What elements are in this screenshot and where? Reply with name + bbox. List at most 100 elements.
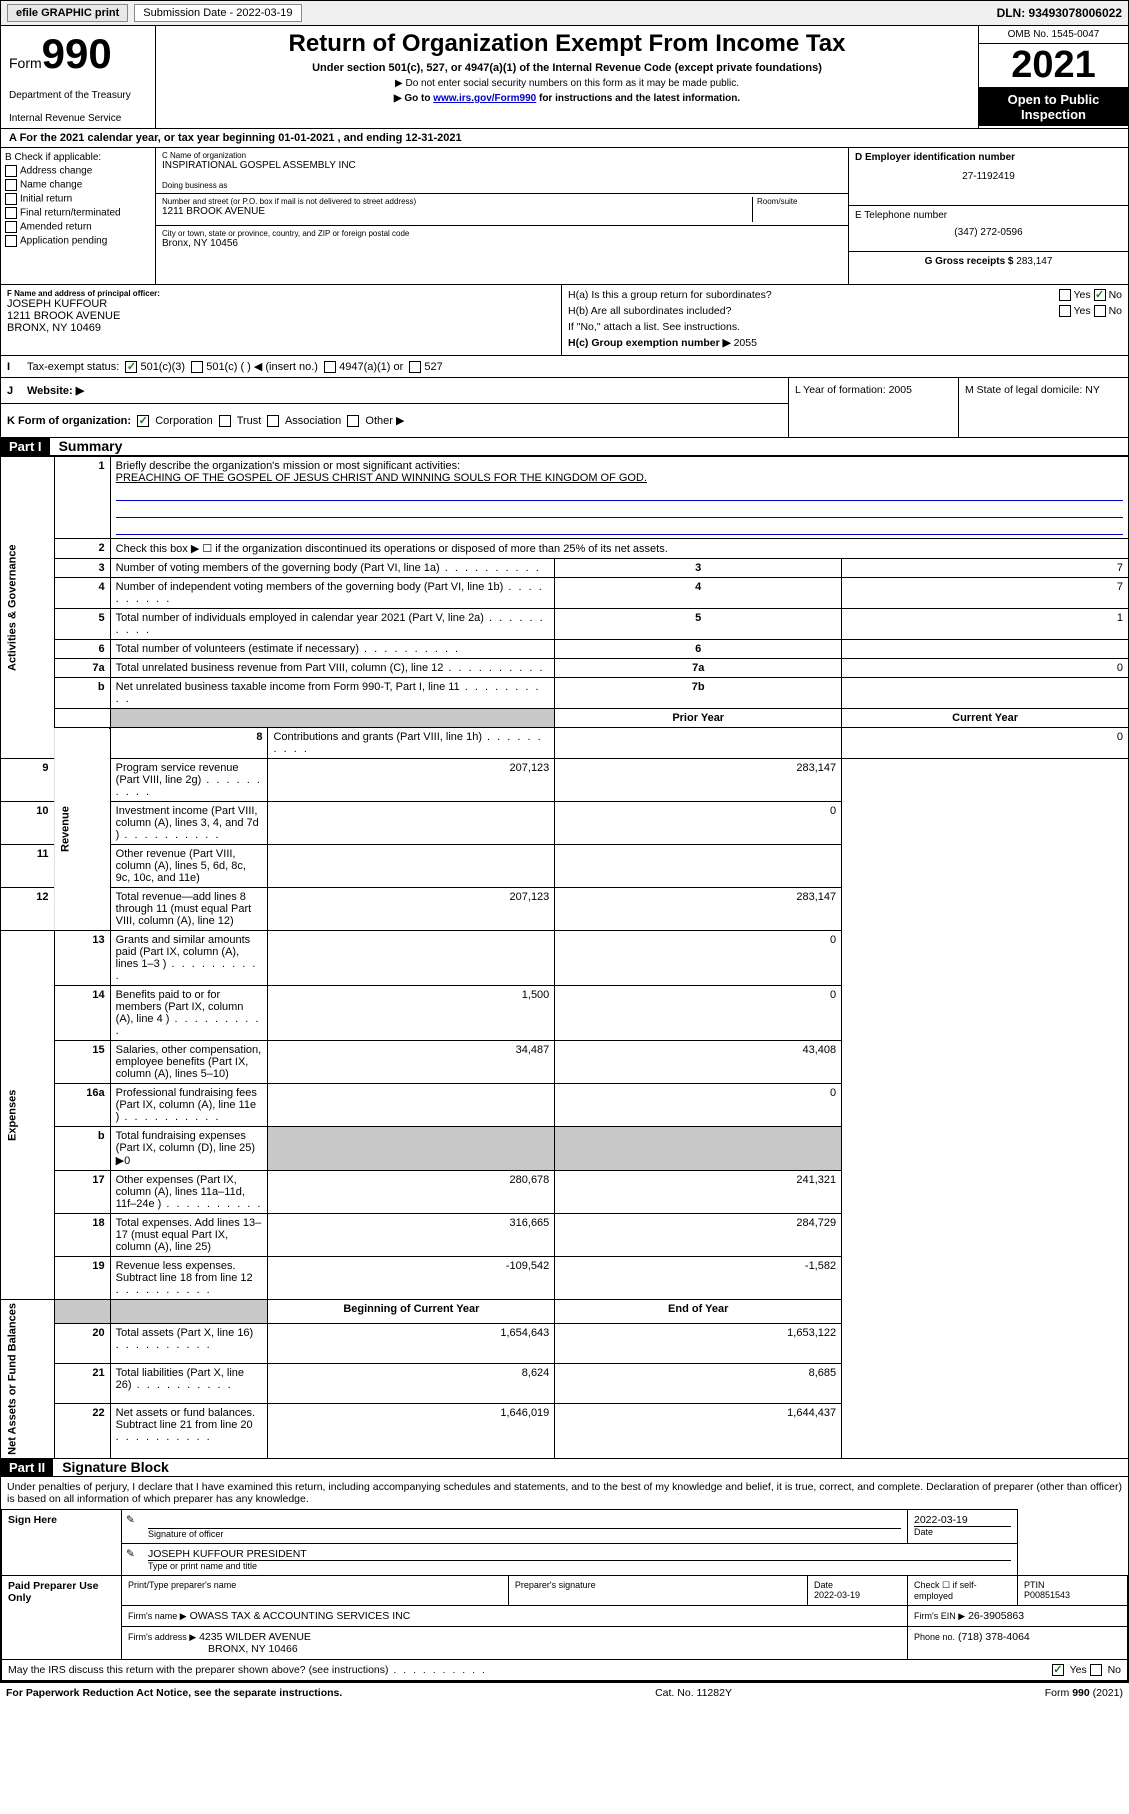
- tax-year: 2021: [979, 44, 1128, 88]
- chk-trust[interactable]: [219, 415, 231, 427]
- e-label: E Telephone number: [855, 210, 1122, 221]
- firm-name: OWASS TAX & ACCOUNTING SERVICES INC: [190, 1610, 411, 1622]
- efile-print-button[interactable]: efile GRAPHIC print: [7, 4, 128, 22]
- dba-label: Doing business as: [162, 181, 842, 190]
- b-label: B Check if applicable:: [5, 152, 151, 163]
- current-year-hdr: Current Year: [842, 709, 1129, 728]
- irs-link[interactable]: www.irs.gov/Form990: [433, 93, 536, 104]
- ha-label: H(a) Is this a group return for subordin…: [568, 289, 772, 301]
- chk-4947[interactable]: [324, 361, 336, 373]
- side-revenue: Revenue: [54, 728, 110, 931]
- l-label: L Year of formation:: [795, 384, 886, 396]
- form-title: Return of Organization Exempt From Incom…: [164, 30, 970, 58]
- officer-addr1: 1211 BROOK AVENUE: [7, 310, 555, 322]
- chk-corp[interactable]: [137, 415, 149, 427]
- pen-icon: ✎: [126, 1514, 135, 1526]
- boy-hdr: Beginning of Current Year: [268, 1300, 555, 1324]
- i-label: Tax-exempt status:: [27, 361, 119, 373]
- submission-date-field: Submission Date - 2022-03-19: [134, 4, 301, 22]
- m-label: M State of legal domicile:: [965, 384, 1082, 396]
- header-mid: Return of Organization Exempt From Incom…: [156, 26, 978, 128]
- chk-501c[interactable]: [191, 361, 203, 373]
- part2-bar: Part II Signature Block: [0, 1459, 1129, 1477]
- chk-application-pending[interactable]: Application pending: [5, 235, 151, 247]
- eoy-hdr: End of Year: [555, 1300, 842, 1324]
- officer-addr2: BRONX, NY 10469: [7, 322, 555, 334]
- ha-yes[interactable]: [1059, 289, 1071, 301]
- rows-jklm: JWebsite: ▶ K Form of organization: Corp…: [0, 378, 1129, 438]
- inspection-notice: Open to Public Inspection: [979, 88, 1128, 126]
- chk-other[interactable]: [347, 415, 359, 427]
- form-note1: ▶ Do not enter social security numbers o…: [164, 78, 970, 89]
- irs-label: Internal Revenue Service: [9, 113, 147, 124]
- chk-assoc[interactable]: [267, 415, 279, 427]
- chk-initial-return[interactable]: Initial return: [5, 193, 151, 205]
- omb-number: OMB No. 1545-0047: [979, 26, 1128, 44]
- dept-label: Department of the Treasury: [9, 90, 147, 101]
- firm-addr1: 4235 WILDER AVENUE: [199, 1631, 311, 1643]
- header-left: Form990 Department of the Treasury Inter…: [1, 26, 156, 128]
- topbar: efile GRAPHIC print Submission Date - 20…: [0, 0, 1129, 26]
- officer-name-title: JOSEPH KUFFOUR PRESIDENT: [148, 1548, 1011, 1560]
- prior-year-hdr: Prior Year: [555, 709, 842, 728]
- side-governance: Activities & Governance: [1, 457, 55, 759]
- summary-table: Activities & Governance 1 Briefly descri…: [0, 456, 1129, 1459]
- section-b: B Check if applicable: Address change Na…: [1, 148, 156, 284]
- page-footer: For Paperwork Reduction Act Notice, see …: [0, 1682, 1129, 1703]
- part1-bar: Part I Summary: [0, 438, 1129, 456]
- hb-no[interactable]: [1094, 305, 1106, 317]
- sign-here-label: Sign Here: [2, 1509, 122, 1575]
- footer-right: Form 990 (2021): [1045, 1687, 1123, 1699]
- firm-ein: 26-3905863: [968, 1610, 1024, 1622]
- block-f-h: F Name and address of principal officer:…: [0, 285, 1129, 356]
- org-address: 1211 BROOK AVENUE: [162, 206, 752, 217]
- ein-value: 27-1192419: [855, 171, 1122, 182]
- chk-name-change[interactable]: Name change: [5, 179, 151, 191]
- self-emp-check[interactable]: Check ☐ if self-employed: [908, 1575, 1018, 1605]
- c-name-label: C Name of organization: [162, 151, 842, 160]
- addr-label: Number and street (or P.O. box if mail i…: [162, 197, 752, 206]
- chk-527[interactable]: [409, 361, 421, 373]
- date-label: Date: [914, 1526, 1011, 1537]
- discuss-yes[interactable]: [1052, 1664, 1064, 1676]
- f-label: F Name and address of principal officer:: [7, 289, 555, 298]
- footer-mid: Cat. No. 11282Y: [655, 1687, 732, 1699]
- header-right: OMB No. 1545-0047 2021 Open to Public In…: [978, 26, 1128, 128]
- prep-date: 2022-03-19: [814, 1590, 860, 1600]
- hc-value: 2055: [734, 337, 757, 349]
- chk-501c3[interactable]: [125, 361, 137, 373]
- paid-preparer-label: Paid Preparer Use Only: [2, 1575, 122, 1659]
- chk-address-change[interactable]: Address change: [5, 165, 151, 177]
- prep-sig-hdr: Preparer's signature: [508, 1575, 807, 1605]
- dln-label: DLN: 93493078006022: [997, 6, 1122, 20]
- m-value: NY: [1085, 384, 1100, 396]
- discuss-no[interactable]: [1090, 1664, 1102, 1676]
- chk-amended-return[interactable]: Amended return: [5, 221, 151, 233]
- org-name: INSPIRATIONAL GOSPEL ASSEMBLY INC: [162, 160, 842, 171]
- line1-label: Briefly describe the organization's miss…: [116, 460, 460, 472]
- h-note: If "No," attach a list. See instructions…: [568, 321, 1122, 333]
- sig-officer-label: Signature of officer: [148, 1528, 901, 1539]
- room-label: Room/suite: [757, 197, 842, 206]
- section-h: H(a) Is this a group return for subordin…: [561, 285, 1128, 355]
- declaration-text: Under penalties of perjury, I declare th…: [1, 1477, 1128, 1509]
- firm-phone: (718) 378-4064: [958, 1631, 1030, 1643]
- line2-text: Check this box ▶ ☐ if the organization d…: [110, 539, 1128, 559]
- d-label: D Employer identification number: [855, 152, 1122, 163]
- part1-title: Summary: [59, 438, 123, 454]
- mission-text: PREACHING OF THE GOSPEL OF JESUS CHRIST …: [116, 472, 647, 484]
- chk-final-return[interactable]: Final return/terminated: [5, 207, 151, 219]
- block-b-c-d: B Check if applicable: Address change Na…: [0, 148, 1129, 285]
- footer-left: For Paperwork Reduction Act Notice, see …: [6, 1687, 342, 1699]
- ha-no[interactable]: [1094, 289, 1106, 301]
- officer-name: JOSEPH KUFFOUR: [7, 298, 555, 310]
- form-header: Form990 Department of the Treasury Inter…: [0, 26, 1129, 129]
- form-link-row: ▶ Go to www.irs.gov/Form990 for instruct…: [164, 93, 970, 104]
- org-city: Bronx, NY 10456: [162, 238, 842, 249]
- section-f: F Name and address of principal officer:…: [1, 285, 561, 355]
- hb-yes[interactable]: [1059, 305, 1071, 317]
- sig-date: 2022-03-19: [914, 1514, 1011, 1526]
- part2-title: Signature Block: [62, 1459, 169, 1475]
- section-c: C Name of organization INSPIRATIONAL GOS…: [156, 148, 848, 284]
- l-value: 2005: [889, 384, 912, 396]
